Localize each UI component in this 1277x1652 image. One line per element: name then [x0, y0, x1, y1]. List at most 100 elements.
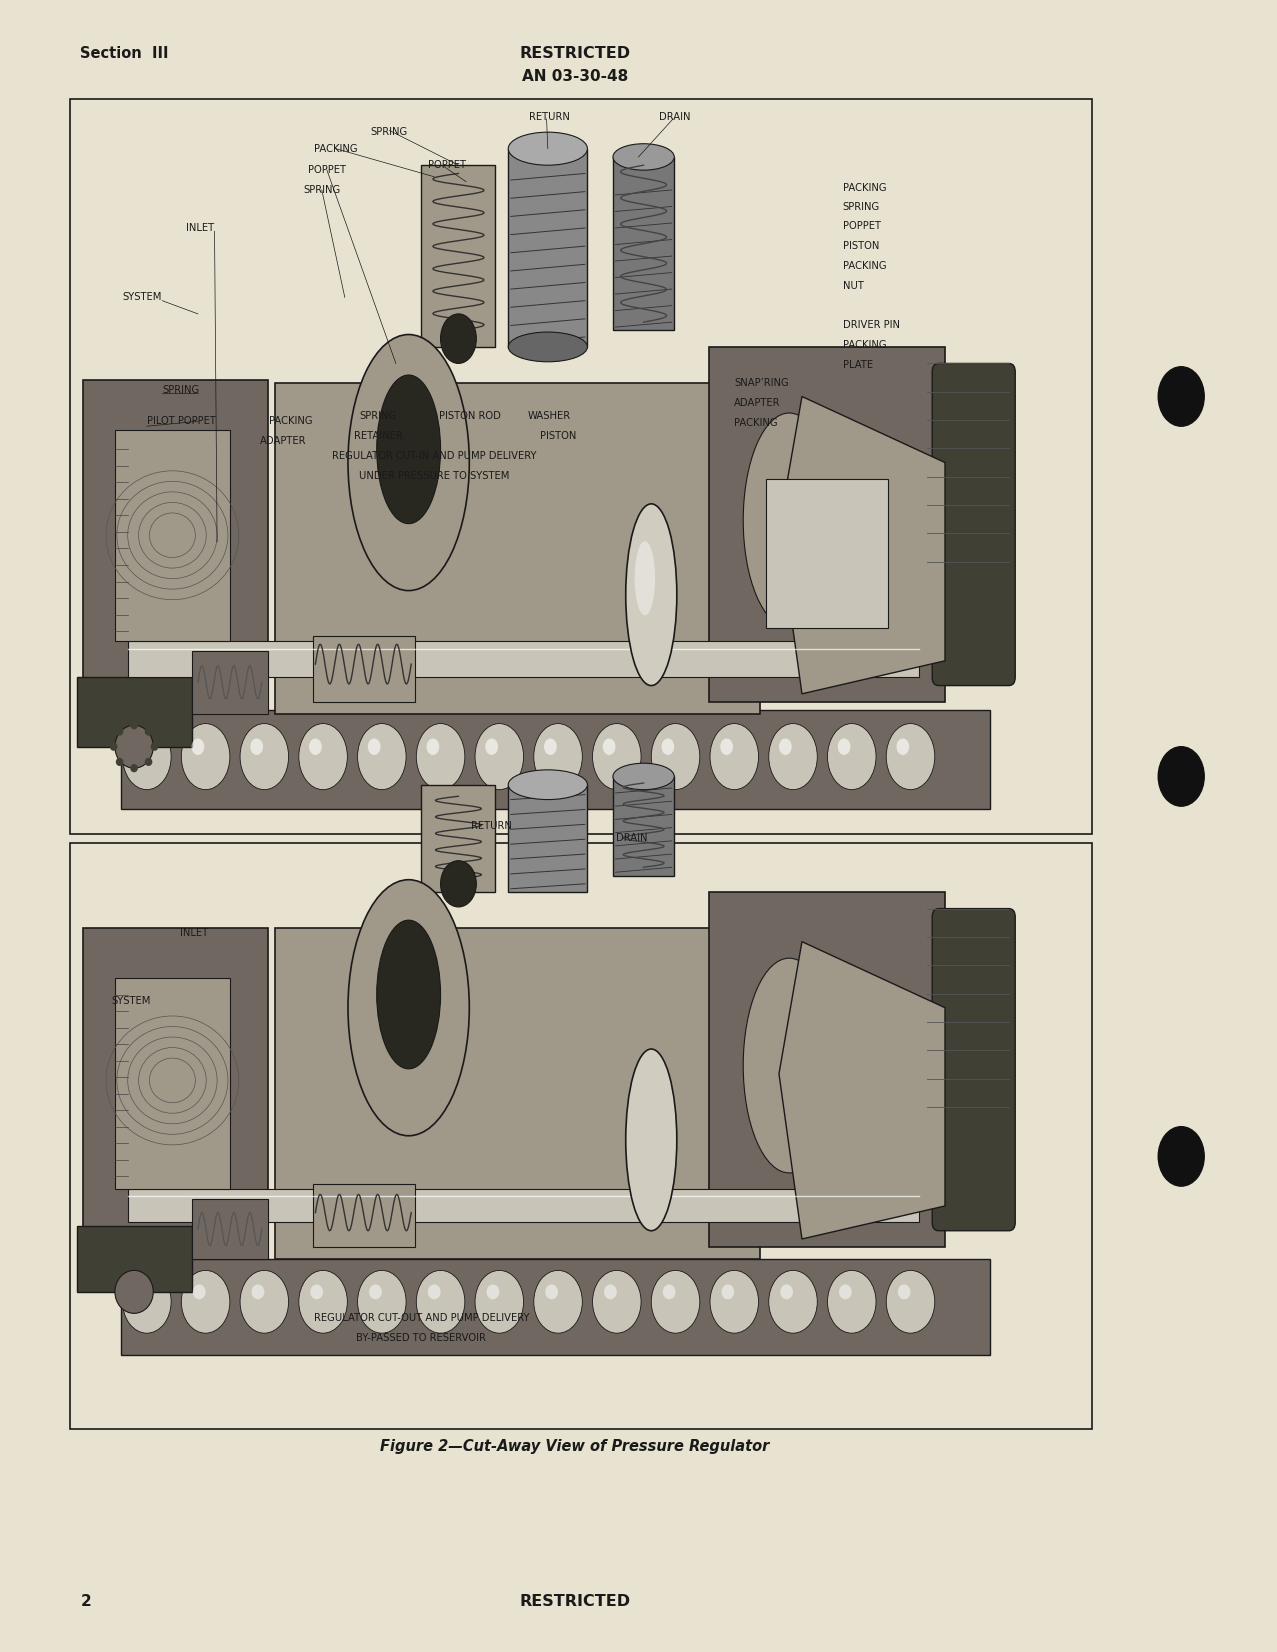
- Ellipse shape: [133, 738, 146, 755]
- Ellipse shape: [252, 1285, 264, 1298]
- Ellipse shape: [487, 1285, 499, 1298]
- Ellipse shape: [250, 738, 263, 755]
- Ellipse shape: [299, 724, 347, 790]
- Ellipse shape: [358, 724, 406, 790]
- Ellipse shape: [416, 1270, 465, 1333]
- Text: NUT: NUT: [843, 281, 863, 291]
- Text: PACKING: PACKING: [269, 416, 313, 426]
- Text: SYSTEM: SYSTEM: [111, 996, 151, 1006]
- Circle shape: [1158, 1127, 1204, 1186]
- Text: PISTON: PISTON: [540, 431, 576, 441]
- FancyBboxPatch shape: [77, 1226, 192, 1292]
- Ellipse shape: [123, 1270, 171, 1333]
- FancyBboxPatch shape: [77, 677, 192, 747]
- Text: PACKING: PACKING: [843, 261, 886, 271]
- Bar: [613, 776, 674, 876]
- Ellipse shape: [310, 1285, 323, 1298]
- FancyBboxPatch shape: [275, 383, 760, 714]
- FancyBboxPatch shape: [83, 928, 268, 1242]
- Text: SPRING: SPRING: [303, 185, 341, 195]
- Text: SPRING: SPRING: [359, 411, 397, 421]
- Ellipse shape: [779, 738, 792, 755]
- Text: POPPET: POPPET: [843, 221, 881, 231]
- Ellipse shape: [780, 1285, 793, 1298]
- Ellipse shape: [115, 725, 153, 768]
- FancyBboxPatch shape: [313, 636, 415, 702]
- Ellipse shape: [651, 724, 700, 790]
- Ellipse shape: [240, 724, 289, 790]
- Ellipse shape: [613, 763, 674, 790]
- Text: 2: 2: [80, 1594, 91, 1609]
- Bar: [70, 843, 1092, 1429]
- Ellipse shape: [743, 958, 835, 1173]
- Text: PACKING: PACKING: [843, 183, 886, 193]
- Ellipse shape: [534, 1270, 582, 1333]
- Bar: [70, 99, 1092, 834]
- Ellipse shape: [130, 720, 138, 729]
- FancyBboxPatch shape: [709, 892, 945, 1247]
- Ellipse shape: [722, 1285, 734, 1298]
- Ellipse shape: [898, 1285, 911, 1298]
- FancyBboxPatch shape: [115, 978, 230, 1189]
- Ellipse shape: [475, 1270, 524, 1333]
- Ellipse shape: [545, 1285, 558, 1298]
- Text: PLATE: PLATE: [843, 360, 873, 370]
- Text: DRAIN: DRAIN: [616, 833, 647, 843]
- Ellipse shape: [827, 724, 876, 790]
- Ellipse shape: [743, 413, 835, 628]
- Bar: [128, 1189, 919, 1222]
- Ellipse shape: [347, 879, 470, 1137]
- FancyBboxPatch shape: [192, 651, 268, 714]
- Ellipse shape: [181, 724, 230, 790]
- Ellipse shape: [626, 504, 677, 686]
- Ellipse shape: [508, 770, 587, 800]
- Text: Figure 2—Cut-Away View of Pressure Regulator: Figure 2—Cut-Away View of Pressure Regul…: [381, 1439, 769, 1454]
- Ellipse shape: [309, 738, 322, 755]
- Text: WASHER: WASHER: [527, 411, 571, 421]
- Text: RETURN: RETURN: [471, 821, 512, 831]
- Ellipse shape: [710, 724, 759, 790]
- Ellipse shape: [116, 727, 124, 735]
- Text: Section  III: Section III: [80, 46, 169, 61]
- Ellipse shape: [144, 727, 152, 735]
- Bar: [613, 157, 674, 330]
- Ellipse shape: [769, 724, 817, 790]
- Ellipse shape: [839, 1285, 852, 1298]
- Ellipse shape: [593, 1270, 641, 1333]
- FancyBboxPatch shape: [83, 380, 268, 694]
- Text: SNAP’RING: SNAP’RING: [734, 378, 789, 388]
- Ellipse shape: [827, 1270, 876, 1333]
- Ellipse shape: [110, 742, 117, 750]
- Text: PISTON: PISTON: [843, 241, 879, 251]
- Ellipse shape: [604, 1285, 617, 1298]
- Ellipse shape: [663, 1285, 676, 1298]
- Text: RESTRICTED: RESTRICTED: [518, 1594, 631, 1609]
- Ellipse shape: [130, 763, 138, 771]
- FancyBboxPatch shape: [421, 785, 495, 892]
- FancyBboxPatch shape: [313, 1184, 415, 1247]
- Ellipse shape: [192, 738, 204, 755]
- Ellipse shape: [369, 1285, 382, 1298]
- Ellipse shape: [151, 742, 158, 750]
- Ellipse shape: [441, 861, 476, 907]
- Text: PACKING: PACKING: [734, 418, 778, 428]
- FancyBboxPatch shape: [709, 347, 945, 702]
- Text: UNDER PRESSURE TO SYSTEM: UNDER PRESSURE TO SYSTEM: [359, 471, 510, 481]
- Ellipse shape: [441, 314, 476, 363]
- Text: SYSTEM: SYSTEM: [123, 292, 162, 302]
- Ellipse shape: [377, 920, 441, 1069]
- Ellipse shape: [485, 738, 498, 755]
- Text: SPRING: SPRING: [843, 202, 880, 211]
- Text: INLET: INLET: [180, 928, 208, 938]
- Text: RESTRICTED: RESTRICTED: [518, 46, 631, 61]
- Text: INLET: INLET: [186, 223, 215, 233]
- Ellipse shape: [240, 1270, 289, 1333]
- Ellipse shape: [603, 738, 616, 755]
- FancyBboxPatch shape: [766, 479, 888, 628]
- Ellipse shape: [838, 738, 850, 755]
- Ellipse shape: [144, 758, 152, 767]
- Ellipse shape: [534, 724, 582, 790]
- Ellipse shape: [886, 724, 935, 790]
- Text: POPPET: POPPET: [428, 160, 466, 170]
- Text: PACKING: PACKING: [314, 144, 358, 154]
